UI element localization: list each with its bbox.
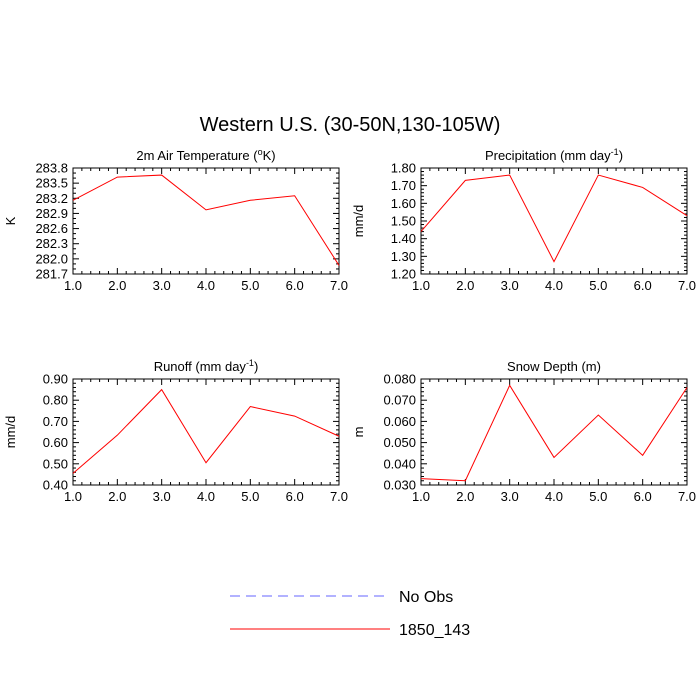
x-tick-label-precipitation: 1.0: [412, 278, 430, 293]
legend-label-1850-143: 1850_143: [399, 622, 470, 639]
x-tick-label-runoff: 2.0: [108, 489, 126, 504]
panel-title-air-temperature: 2m Air Temperature (oK): [136, 147, 275, 163]
panel-air-temperature: 2m Air Temperature (oK) K 1.0 2.0 3.0 4.0 5.0 6…: [3, 147, 348, 293]
x-tick-label-snow-depth: 7.0: [678, 489, 696, 504]
y-tick-label-snow-depth: 0.080: [383, 372, 416, 387]
y-tick-label-runoff: 0.40: [43, 478, 68, 493]
x-tick-label-air-temperature: 3.0: [153, 278, 171, 293]
series-line-snow-depth: [420, 384, 688, 482]
x-tick-label-snow-depth: 4.0: [545, 489, 563, 504]
y-tick-label-snow-depth: 0.060: [383, 414, 416, 429]
y-axis-label-air-temperature: K: [3, 216, 18, 225]
panel-title-runoff: Runoff (mm day-1): [154, 358, 259, 374]
x-tick-label-runoff: 5.0: [241, 489, 259, 504]
panel-title-superscript: o: [258, 147, 263, 157]
y-tick-label-snow-depth: 0.030: [383, 478, 416, 493]
panel-title-text: Snow Depth (m): [507, 359, 601, 374]
x-tick-label-precipitation: 3.0: [501, 278, 519, 293]
x-tick-label-air-temperature: 2.0: [108, 278, 126, 293]
series-line-runoff: [72, 388, 340, 474]
panel-title-suffix: ): [619, 148, 623, 163]
x-tick-label-precipitation: 7.0: [678, 278, 696, 293]
x-tick-label-runoff: 4.0: [197, 489, 215, 504]
x-tick-label-snow-depth: 5.0: [589, 489, 607, 504]
y-tick-label-precipitation: 1.30: [391, 249, 416, 264]
y-tick-label-air-temperature: 281.7: [35, 267, 68, 282]
y-tick-label-snow-depth: 0.070: [383, 393, 416, 408]
y-tick-label-air-temperature: 283.8: [35, 161, 68, 176]
x-tick-label-air-temperature: 5.0: [241, 278, 259, 293]
panel-precipitation: Precipitation (mm day-1) mm/d 1.0 2.0 3.0 4.0…: [351, 147, 696, 293]
series-line-air-temperature: [72, 174, 340, 266]
panel-title-superscript: -1: [246, 358, 254, 368]
y-tick-label-air-temperature: 282.3: [35, 236, 68, 251]
plot-frame-snow-depth: [420, 378, 688, 486]
panel-title-text: 2m Air Temperature (: [136, 148, 258, 163]
y-tick-label-precipitation: 1.60: [391, 196, 416, 211]
y-tick-label-precipitation: 1.50: [391, 214, 416, 229]
x-tick-label-precipitation: 6.0: [634, 278, 652, 293]
y-tick-label-air-temperature: 282.6: [35, 221, 68, 236]
y-tick-label-runoff: 0.80: [43, 393, 68, 408]
y-tick-label-air-temperature: 282.0: [35, 251, 68, 266]
y-tick-label-runoff: 0.70: [43, 414, 68, 429]
y-axis-label-snow-depth: m: [351, 427, 366, 438]
x-tick-label-snow-depth: 1.0: [412, 489, 430, 504]
series-line-precipitation: [420, 174, 688, 263]
panel-snow-depth: Snow Depth (m) m 1.0 2.0 3.0 4.0 5.0 6.0 7.0 0.03…: [351, 359, 696, 504]
x-tick-label-snow-depth: 2.0: [456, 489, 474, 504]
y-tick-label-snow-depth: 0.050: [383, 435, 416, 450]
y-tick-label-air-temperature: 282.9: [35, 206, 68, 221]
x-tick-label-runoff: 3.0: [153, 489, 171, 504]
x-tick-label-air-temperature: 1.0: [64, 278, 82, 293]
y-tick-label-runoff: 0.60: [43, 435, 68, 450]
figure-title: Western U.S. (30-50N,130-105W): [200, 114, 501, 136]
y-tick-label-air-temperature: 283.2: [35, 191, 68, 206]
panel-title-text: Runoff (mm day: [154, 359, 247, 374]
y-tick-label-precipitation: 1.20: [391, 267, 416, 282]
x-tick-label-snow-depth: 3.0: [501, 489, 519, 504]
panels: 2m Air Temperature (oK) K 1.0 2.0 3.0 4.0 5.0 6…: [3, 147, 696, 504]
x-tick-label-precipitation: 4.0: [545, 278, 563, 293]
x-tick-label-air-temperature: 6.0: [286, 278, 304, 293]
y-tick-label-precipitation: 1.70: [391, 178, 416, 193]
plot-frame-precipitation: [420, 167, 688, 275]
panel-title-text: Precipitation (mm day: [485, 148, 611, 163]
panel-title-precipitation: Precipitation (mm day-1): [485, 147, 623, 163]
plot-frame-air-temperature: [72, 167, 340, 275]
x-tick-label-precipitation: 5.0: [589, 278, 607, 293]
x-tick-label-runoff: 7.0: [330, 489, 348, 504]
legend: No Obs 1850_143: [230, 589, 470, 639]
y-tick-label-air-temperature: 283.5: [35, 176, 68, 191]
panel-title-suffix: ): [254, 359, 258, 374]
panel-title-superscript: -1: [611, 147, 619, 157]
panel-runoff: Runoff (mm day-1) mm/d 1.0 2.0 3.0 4.0 5.0 6.0 7…: [3, 358, 348, 504]
y-tick-label-snow-depth: 0.040: [383, 456, 416, 471]
x-tick-label-air-temperature: 4.0: [197, 278, 215, 293]
y-tick-label-runoff: 0.90: [43, 372, 68, 387]
x-tick-label-runoff: 6.0: [286, 489, 304, 504]
x-tick-label-runoff: 1.0: [64, 489, 82, 504]
plot-frame-runoff: [72, 378, 340, 486]
x-tick-label-air-temperature: 7.0: [330, 278, 348, 293]
panel-title-suffix: K): [263, 148, 276, 163]
legend-label-no-obs: No Obs: [399, 589, 453, 606]
x-tick-label-precipitation: 2.0: [456, 278, 474, 293]
panel-title-snow-depth: Snow Depth (m): [507, 359, 601, 374]
y-axis-label-precipitation: mm/d: [351, 205, 366, 238]
y-tick-label-precipitation: 1.40: [391, 231, 416, 246]
y-axis-label-runoff: mm/d: [3, 416, 18, 449]
y-tick-label-runoff: 0.50: [43, 456, 68, 471]
x-tick-label-snow-depth: 6.0: [634, 489, 652, 504]
y-tick-label-precipitation: 1.80: [391, 161, 416, 176]
